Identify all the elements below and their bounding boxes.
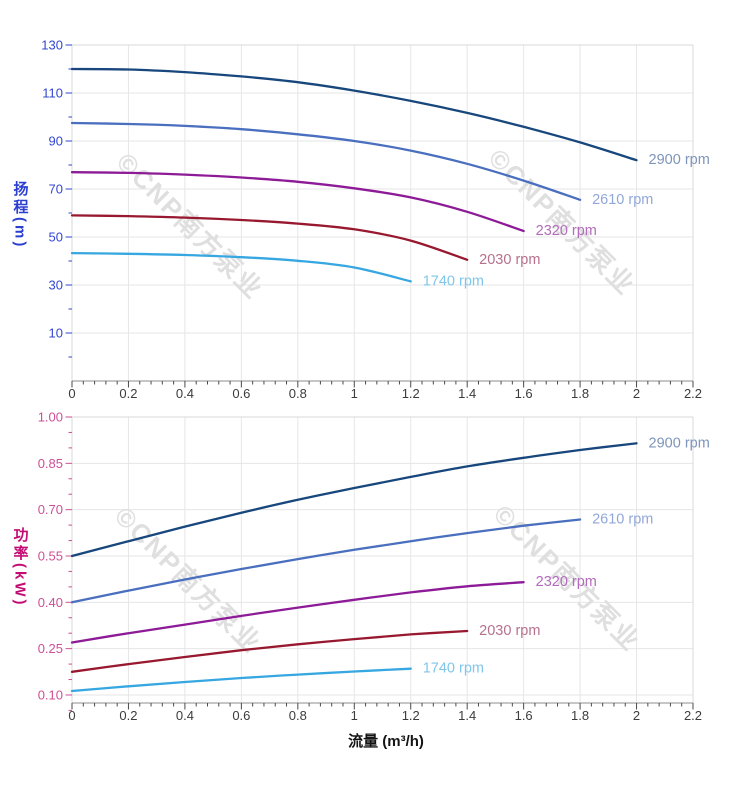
power-vs-flow-x-tick-label: 1.2 xyxy=(402,708,420,723)
head-vs-flow-x-tick-label: 0.4 xyxy=(176,386,194,401)
power-vs-flow-curve-label-1740-rpm: 1740 rpm xyxy=(423,661,484,677)
power-axis-title: 功率(kW) xyxy=(11,527,29,608)
power-vs-flow-x-tick-label: 1.6 xyxy=(515,708,533,723)
head-vs-flow-y-tick-label: 10 xyxy=(49,326,63,341)
head-vs-flow-x-tick-label: 2 xyxy=(633,386,640,401)
head-vs-flow-x-tick-label: 1 xyxy=(351,386,358,401)
power-vs-flow-curve-1740-rpm xyxy=(70,667,412,693)
head-vs-flow-curve-2320-rpm xyxy=(70,171,525,233)
head-vs-flow-curve-1740-rpm xyxy=(70,251,412,283)
head-vs-flow-x-tick-label: 0.6 xyxy=(232,386,250,401)
power-vs-flow-x-tick-label: 0.4 xyxy=(176,708,194,723)
head-vs-flow-y-tick-label: 30 xyxy=(49,278,63,293)
head-vs-flow-x-tick-label: 1.4 xyxy=(458,386,476,401)
power-vs-flow-x-tick-label: 2 xyxy=(633,708,640,723)
watermark-text: ©CNP南方泵业 xyxy=(111,147,269,305)
power-vs-flow-curve-2610-rpm xyxy=(70,518,582,604)
curve-layer: 2900 rpm 2610 rpm 2320 rpm 2030 rpm 1740 rpm… xyxy=(70,67,710,693)
head-vs-flow-y-tick-label: 110 xyxy=(42,86,63,101)
head-vs-flow-curve-label-1740-rpm: 1740 rpm xyxy=(423,273,484,289)
head-vs-flow-curve-label-2030-rpm: 2030 rpm xyxy=(479,252,540,268)
power-vs-flow-x-tick-label: 1.8 xyxy=(571,708,589,723)
head-vs-flow-x-tick-label: 1.6 xyxy=(515,386,533,401)
head-vs-flow-axes: 0 0.2 0.4 0.6 0.8 1 1.2 1.4 1.6 1.8 2 2.2 10 30 50 70 90… xyxy=(41,38,702,402)
head-vs-flow-y-tick-label: 70 xyxy=(49,182,63,197)
head-vs-flow-x-tick-label: 0 xyxy=(68,386,75,401)
flow-axis-title: 流量 (m³/h) xyxy=(348,733,424,750)
power-vs-flow-x-tick-label: 1.4 xyxy=(458,708,476,723)
power-vs-flow-grid xyxy=(71,416,694,703)
head-vs-flow-grid xyxy=(71,44,694,381)
axis-layer: 0 0.2 0.4 0.6 0.8 1 1.2 1.4 1.6 1.8 2 2.21030507090… xyxy=(38,38,702,724)
power-vs-flow-y-tick-label: 0.85 xyxy=(38,456,63,471)
power-vs-flow-curve-label-2030-rpm: 2030 rpm xyxy=(479,623,540,639)
head-vs-flow-x-tick-label: 1.2 xyxy=(402,386,420,401)
power-vs-flow-x-tick-label: 0 xyxy=(68,708,75,723)
power-vs-flow-x-tick-label: 1 xyxy=(351,708,358,723)
watermark-text: ©CNP南方泵业 xyxy=(483,143,641,301)
head-vs-flow-curve-label-2320-rpm: 2320 rpm xyxy=(536,223,597,239)
head-vs-flow-curve-2900-rpm xyxy=(70,67,638,162)
head-vs-flow-curve-label-2610-rpm: 2610 rpm xyxy=(592,192,653,208)
head-vs-flow-y-tick-label: 50 xyxy=(49,230,63,245)
head-vs-flow-y-tick-label: 130 xyxy=(41,38,63,53)
power-vs-flow-x-tick-label: 0.6 xyxy=(232,708,250,723)
power-vs-flow-y-tick-label: 0.25 xyxy=(38,641,63,656)
power-vs-flow-y-tick-label: 1.00 xyxy=(38,410,63,425)
head-axis-title: 扬程(m) xyxy=(11,181,29,250)
power-vs-flow-y-tick-label: 0.10 xyxy=(38,687,63,702)
head-vs-flow-curve-label-2900-rpm: 2900 rpm xyxy=(649,152,710,168)
power-vs-flow-y-tick-label: 0.70 xyxy=(38,502,63,517)
power-vs-flow-curve-2030-rpm xyxy=(70,629,469,673)
head-vs-flow-x-tick-label: 2.2 xyxy=(684,386,702,401)
power-vs-flow-curve-label-2900-rpm: 2900 rpm xyxy=(649,435,710,451)
head-vs-flow-x-tick-label: 0.8 xyxy=(289,386,307,401)
power-vs-flow-x-tick-label: 2.2 xyxy=(684,708,702,723)
head-vs-flow-y-tick-label: 90 xyxy=(49,134,63,149)
power-vs-flow-x-tick-label: 0.2 xyxy=(119,708,137,723)
power-vs-flow-curve-label-2610-rpm: 2610 rpm xyxy=(592,512,653,528)
power-vs-flow-y-tick-label: 0.55 xyxy=(38,548,63,563)
head-vs-flow-curve-2610-rpm xyxy=(70,121,582,201)
power-vs-flow-axes: 0 0.2 0.4 0.6 0.8 1 1.2 1.4 1.6 1.8 2 2.2 0.10 0.25 0.… xyxy=(38,410,702,724)
power-vs-flow-y-tick-label: 0.40 xyxy=(38,595,63,610)
head-vs-flow-curve-2030-rpm xyxy=(70,214,469,261)
head-vs-flow-x-tick-label: 1.8 xyxy=(571,386,589,401)
grid-layer xyxy=(71,44,694,703)
power-vs-flow-curve-2320-rpm xyxy=(70,581,525,644)
power-vs-flow-curve-label-2320-rpm: 2320 rpm xyxy=(536,574,597,590)
head-vs-flow-x-tick-label: 0.2 xyxy=(119,386,137,401)
power-vs-flow-x-tick-label: 0.8 xyxy=(289,708,307,723)
power-vs-flow-curve-2900-rpm xyxy=(70,442,638,558)
